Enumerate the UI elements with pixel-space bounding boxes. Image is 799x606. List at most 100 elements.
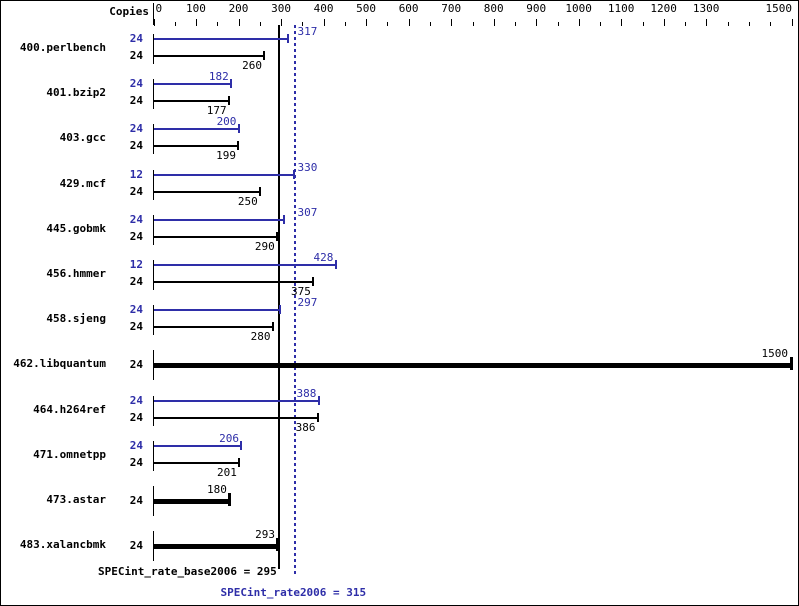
- axis-tick-1150: [642, 22, 644, 26]
- row-bar-cap-peak: [334, 260, 337, 269]
- row-value-base: 180: [207, 483, 227, 496]
- row-copies-base: 24: [129, 139, 143, 153]
- axis-tick-label-900: 900: [526, 2, 547, 15]
- row-value-base: 1500: [761, 347, 789, 361]
- axis-tick-label-100: 100: [186, 2, 206, 15]
- row-bar-cap-merged: [228, 493, 232, 506]
- row-bar-merged: [153, 499, 231, 504]
- copies-header: Copies: [109, 5, 149, 18]
- row-copies-base: 24: [129, 275, 143, 288]
- row-value-base: 177: [206, 104, 227, 118]
- axis-tick-label-800: 800: [483, 2, 504, 15]
- axis-tick-150: [217, 22, 219, 26]
- row-bar-peak: [153, 444, 242, 447]
- row-copies-base: 24: [129, 320, 143, 334]
- row-bar-cap-peak: [292, 169, 295, 179]
- axis-tick-850: [515, 22, 517, 26]
- axis-tick-1050: [600, 22, 602, 26]
- row-bar-base: [153, 55, 265, 57]
- row-copies-base: 24: [129, 184, 143, 198]
- axis-tick-label-500: 500: [356, 2, 377, 15]
- reference-line-base: [277, 25, 280, 569]
- row-copies-base: 24: [129, 358, 143, 372]
- row-bar-peak: [153, 128, 239, 131]
- axis-tick-700: [451, 19, 453, 26]
- row-bar-peak: [153, 83, 231, 86]
- row-bar-peak: [153, 399, 319, 402]
- axis-tick-label-1500: 1500: [765, 2, 793, 15]
- row-bar-cap-base: [258, 186, 261, 196]
- axis-tick-0: [153, 19, 155, 26]
- axis-tick-950: [557, 22, 559, 26]
- row-label-464.h264ref: 464.h264ref: [33, 402, 106, 416]
- row-value-peak: 182: [208, 70, 229, 84]
- row-axis-tick: [152, 440, 154, 471]
- row-copies-peak: 24: [129, 122, 143, 136]
- row-axis-tick: [152, 79, 154, 110]
- row-value-base: 201: [216, 465, 237, 479]
- axis-tick-label-1200: 1200: [650, 2, 677, 15]
- row-value-base: 375: [291, 285, 311, 298]
- row-axis-tick: [152, 395, 154, 426]
- row-value-base: 250: [237, 194, 258, 208]
- axis-tick-450: [344, 22, 346, 26]
- row-copies-peak: 24: [129, 212, 143, 226]
- row-value-base: 386: [295, 420, 316, 434]
- row-bar-cap-base: [237, 141, 240, 151]
- axis-tick-800: [493, 19, 495, 26]
- axis-tick-500: [366, 19, 368, 26]
- axis-tick-350: [302, 22, 304, 26]
- row-copies-base: 24: [129, 494, 143, 507]
- row-copies-peak: 24: [129, 438, 143, 452]
- axis-tick-label-1000: 1000: [565, 2, 592, 15]
- row-value-peak: 307: [297, 205, 318, 219]
- row-value-peak: 206: [219, 431, 239, 445]
- row-value-peak: 297: [297, 296, 318, 310]
- axis-tick-1250: [685, 22, 687, 26]
- row-bar-peak: [153, 38, 289, 40]
- axis-tick-250: [259, 22, 261, 26]
- row-copies-base: 24: [129, 229, 143, 243]
- row-bar-cap-peak: [283, 214, 286, 224]
- row-bar-cap-base: [312, 277, 314, 286]
- axis-tick-1450: [770, 22, 772, 26]
- row-label-458.sjeng: 458.sjeng: [46, 312, 106, 326]
- row-label-473.astar: 473.astar: [46, 493, 106, 506]
- row-copies-base: 24: [129, 539, 143, 553]
- row-bar-cap-peak: [237, 124, 240, 134]
- row-value-peak: 330: [297, 160, 318, 174]
- axis-tick-label-0: 0: [155, 2, 163, 15]
- row-copies-peak: 24: [129, 32, 143, 45]
- row-axis-tick: [152, 531, 154, 562]
- row-bar-peak: [153, 264, 336, 266]
- row-bar-cap-peak: [287, 34, 290, 43]
- row-label-401.bzip2: 401.bzip2: [46, 86, 106, 100]
- axis-tick-300: [281, 19, 283, 26]
- row-value-base: 293: [255, 528, 275, 542]
- reference-line-peak: [294, 25, 297, 577]
- row-value-peak: 428: [313, 251, 334, 264]
- axis-tick-1200: [663, 19, 665, 26]
- axis-tick-400: [323, 19, 325, 26]
- row-label-400.perlbench: 400.perlbench: [19, 41, 106, 54]
- row-value-base: 290: [254, 239, 275, 253]
- row-bar-merged: [153, 363, 792, 369]
- row-bar-cap-base: [271, 322, 274, 332]
- axis-tick-600: [408, 19, 410, 26]
- axis-tick-label-1300: 1300: [692, 2, 720, 15]
- row-bar-base: [153, 416, 318, 419]
- axis-tick-label-1100: 1100: [607, 2, 635, 15]
- row-value-peak: 317: [297, 25, 318, 38]
- axis-tick-200: [238, 19, 240, 26]
- row-bar-cap-base: [263, 51, 266, 60]
- row-bar-base: [153, 235, 277, 238]
- axis-tick-100: [196, 19, 198, 26]
- axis-tick-label-400: 400: [313, 2, 334, 15]
- row-copies-peak: 24: [129, 393, 143, 407]
- axis-tick-900: [536, 19, 538, 26]
- row-axis-tick: [152, 350, 154, 381]
- row-copies-peak: 24: [129, 303, 143, 317]
- row-axis-tick: [152, 34, 154, 64]
- row-bar-cap-peak: [229, 79, 232, 89]
